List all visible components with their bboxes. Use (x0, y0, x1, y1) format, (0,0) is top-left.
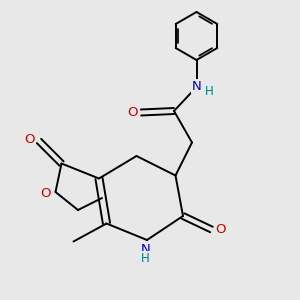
Text: N: N (141, 243, 150, 256)
Text: O: O (24, 133, 35, 146)
Text: O: O (215, 223, 226, 236)
Text: N: N (192, 80, 202, 93)
Text: O: O (41, 187, 51, 200)
Text: H: H (141, 252, 150, 265)
Text: H: H (205, 85, 214, 98)
Text: O: O (127, 106, 137, 119)
